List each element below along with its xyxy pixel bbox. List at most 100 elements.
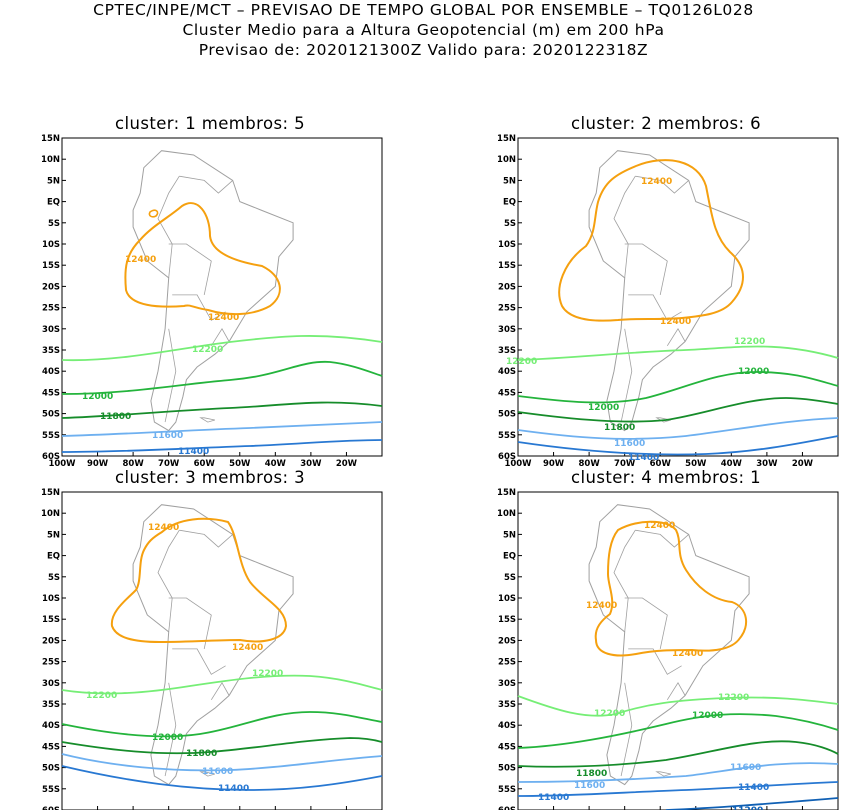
lon-label: 80W (579, 459, 601, 469)
lat-label: 60S (498, 806, 516, 810)
lat-label: 50S (42, 410, 60, 420)
label-12400-a: 12400 (125, 255, 156, 265)
lat-label: 25S (498, 304, 516, 314)
country-border (666, 328, 686, 347)
label-12000-b: 12000 (588, 403, 619, 413)
lon-label: 50W (685, 459, 707, 469)
lat-label: 10N (497, 155, 516, 165)
label-11400: 11400 (628, 453, 659, 463)
figure-title: CPTEC/INPE/MCT – PREVISAO DE TEMPO GLOBA… (0, 0, 847, 60)
falkland-islands (655, 771, 672, 777)
contour-11800 (517, 397, 839, 423)
country-border (172, 648, 226, 675)
lon-label: 30W (756, 459, 778, 469)
contour-12400 (558, 159, 744, 322)
lat-label: EQ (47, 552, 60, 562)
lat-label: 45S (42, 742, 60, 752)
lat-label: 25S (498, 658, 516, 668)
country-border (635, 175, 689, 194)
lat-label: 5N (503, 530, 516, 540)
contour-11800 (61, 401, 383, 419)
label-11400-b: 11400 (738, 783, 769, 793)
lon-label: 60W (194, 459, 216, 469)
lat-label: 10N (497, 509, 516, 519)
lon-label: 60W (650, 459, 672, 469)
panel-title: cluster: 1 membros: 5 (115, 114, 305, 133)
label-12200-a: 12200 (718, 693, 749, 703)
country-border (157, 529, 180, 632)
lat-label: 10S (42, 240, 60, 250)
south-america-coastline (588, 150, 750, 432)
lat-label: 25S (42, 658, 60, 668)
label-12400-b: 12400 (586, 601, 617, 611)
lat-label: 35S (498, 346, 516, 356)
label-11600: 11600 (202, 767, 233, 777)
country-border (172, 294, 226, 321)
label-12400-b: 12400 (232, 643, 263, 653)
contour-12200 (517, 695, 839, 717)
lat-label: 60S (498, 452, 516, 462)
country-border (164, 682, 177, 777)
label-12400-a: 12400 (148, 523, 179, 533)
contour-12200 (61, 674, 383, 695)
lat-label: 20S (498, 636, 516, 646)
country-border (164, 328, 177, 423)
lon-label: 100W (48, 459, 76, 469)
label-12400-a: 12400 (644, 521, 675, 531)
lon-label: 70W (158, 459, 180, 469)
falkland-islands (199, 771, 216, 777)
lat-label: 35S (42, 346, 60, 356)
panel-cluster-4: cluster: 4 membros: 1 15N 10N 5N EQ 5S 10S 15S… (486, 468, 846, 810)
label-12200-b: 12200 (86, 691, 117, 701)
label-11400: 11400 (218, 784, 249, 794)
lat-label: 50S (42, 764, 60, 774)
lat-label: 15N (41, 488, 60, 498)
label-12000: 12000 (82, 392, 113, 402)
lat-label: 55S (498, 785, 516, 795)
country-border (628, 294, 682, 321)
label-12000: 12000 (692, 711, 723, 721)
country-border (620, 328, 633, 423)
lat-label: 55S (42, 431, 60, 441)
lat-label: 30S (42, 325, 60, 335)
contour-12000 (517, 713, 839, 749)
label-12400-b: 12400 (660, 317, 691, 327)
panel-title: cluster: 4 membros: 1 (571, 468, 761, 487)
contour-11600 (61, 421, 383, 437)
lat-label: 55S (498, 431, 516, 441)
label-12200-a: 12200 (252, 669, 283, 679)
map-cluster-1: 15N 10N 5N EQ 5S 10S 15S 20S 25S 30S 35S 40S 45S 50S 5… (41, 134, 383, 469)
lat-label: 15N (41, 134, 60, 144)
contour-11400 (61, 439, 383, 453)
contour-12000 (61, 711, 383, 738)
country-border (628, 648, 682, 675)
lat-label: 20S (498, 282, 516, 292)
title-line-3: Previsao de: 2020121300Z Valido para: 20… (198, 41, 649, 59)
lat-label: 5S (48, 219, 60, 229)
lat-label: 60S (42, 452, 60, 462)
country-border (635, 529, 689, 548)
lat-label: EQ (503, 198, 516, 208)
lon-label: 40W (721, 459, 743, 469)
label-11800: 11800 (100, 412, 131, 422)
label-12000-a: 12000 (738, 367, 769, 377)
lat-label: 30S (498, 679, 516, 689)
label-12200-b: 12200 (506, 357, 537, 367)
label-11800: 11800 (186, 749, 217, 759)
label-11600-a: 11600 (574, 781, 605, 791)
lat-label: 10S (498, 594, 516, 604)
lat-label: 5N (47, 176, 60, 186)
contour-12400 (594, 520, 748, 657)
label-11600: 11600 (614, 439, 645, 449)
contour-12400 (124, 202, 281, 316)
lat-label: 50S (498, 764, 516, 774)
contour-11600 (517, 762, 839, 783)
lat-label: 15N (497, 134, 516, 144)
lat-label: 20S (42, 636, 60, 646)
lat-label: EQ (47, 198, 60, 208)
country-border (624, 597, 668, 649)
lat-label: 45S (498, 742, 516, 752)
country-border (613, 175, 636, 278)
contour-12400 (110, 517, 288, 644)
label-11800: 11800 (576, 769, 607, 779)
